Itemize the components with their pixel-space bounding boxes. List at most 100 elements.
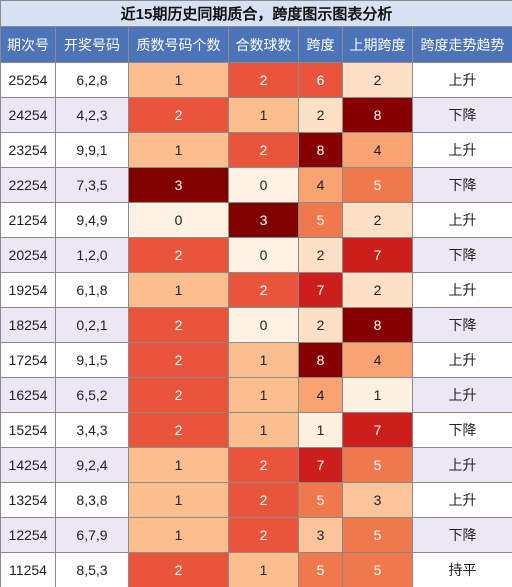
cell-value: 3 <box>316 527 325 543</box>
cell-text: 0,2,1 <box>55 307 129 343</box>
heat-cell: 3 <box>342 482 413 518</box>
cell-value: 2 <box>259 282 268 298</box>
heat-cell: 1 <box>342 377 413 413</box>
cell-text: 17254 <box>0 342 56 378</box>
cell-text: 6,1,8 <box>55 272 129 308</box>
heat-cell: 1 <box>128 447 229 483</box>
heat-cell: 3 <box>298 517 343 553</box>
table-row: 25254 6,2,8 1 2 6 2 上升 <box>0 62 512 98</box>
cell-text: 18254 <box>0 307 56 343</box>
cell-text: 上升 <box>411 377 512 413</box>
cell-value: 5 <box>373 527 382 543</box>
heat-cell: 3 <box>228 202 299 238</box>
cell-text: 9,9,1 <box>55 132 129 168</box>
heat-cell: 2 <box>228 482 299 518</box>
heat-cell: 7 <box>298 272 343 308</box>
table-row: 18254 0,2,1 2 0 2 8 下降 <box>0 307 512 343</box>
heat-cell: 2 <box>128 377 229 413</box>
cell-value: 1 <box>174 282 183 298</box>
heat-cell: 2 <box>298 307 343 343</box>
cell-value: 1 <box>174 142 183 158</box>
cell-text: 7,3,5 <box>55 167 129 203</box>
cell-value: 5 <box>316 562 325 578</box>
heat-cell: 2 <box>228 62 299 98</box>
cell-value: 1 <box>259 107 268 123</box>
cell-text: 下降 <box>411 412 512 448</box>
cell-text: 12254 <box>0 517 56 553</box>
cell-value: 1 <box>259 562 268 578</box>
cell-text: 9,4,9 <box>55 202 129 238</box>
cell-text: 4,2,3 <box>55 97 129 133</box>
cell-value: 5 <box>316 492 325 508</box>
heat-cell: 4 <box>298 167 343 203</box>
cell-value: 1 <box>174 72 183 88</box>
heat-cell: 2 <box>298 237 343 273</box>
cell-text: 22254 <box>0 167 56 203</box>
cell-text: 13254 <box>0 482 56 518</box>
cell-value: 8 <box>316 352 325 368</box>
cell-value: 5 <box>316 212 325 228</box>
heat-cell: 2 <box>228 272 299 308</box>
column-header: 跨度 <box>298 26 343 63</box>
heat-cell: 5 <box>342 552 413 587</box>
heat-cell: 3 <box>128 167 229 203</box>
cell-value: 2 <box>373 212 382 228</box>
heat-cell: 1 <box>228 412 299 448</box>
cell-text: 14254 <box>0 447 56 483</box>
heat-cell: 8 <box>342 307 413 343</box>
heat-cell: 2 <box>342 62 413 98</box>
cell-text: 9,2,4 <box>55 447 129 483</box>
cell-value: 2 <box>373 282 382 298</box>
cell-value: 2 <box>174 387 183 403</box>
cell-text: 下降 <box>411 97 512 133</box>
cell-value: 3 <box>259 212 268 228</box>
cell-text: 持平 <box>411 552 512 587</box>
table-row: 19254 6,1,8 1 2 7 2 上升 <box>0 272 512 308</box>
heat-cell: 2 <box>128 342 229 378</box>
cell-text: 3,4,3 <box>55 412 129 448</box>
column-header: 开奖号码 <box>55 26 129 63</box>
table-row: 23254 9,9,1 1 2 8 4 上升 <box>0 132 512 168</box>
cell-text: 16254 <box>0 377 56 413</box>
cell-value: 1 <box>174 527 183 543</box>
cell-text: 下降 <box>411 307 512 343</box>
cell-value: 3 <box>373 492 382 508</box>
cell-value: 2 <box>259 142 268 158</box>
cell-text: 21254 <box>0 202 56 238</box>
cell-value: 2 <box>174 352 183 368</box>
heat-cell: 5 <box>342 447 413 483</box>
heat-cell: 2 <box>128 307 229 343</box>
cell-value: 3 <box>174 177 183 193</box>
heat-cell: 0 <box>228 307 299 343</box>
heat-cell: 1 <box>128 482 229 518</box>
column-header: 上期跨度 <box>342 26 413 63</box>
heat-cell: 5 <box>342 167 413 203</box>
table-row: 20254 1,2,0 2 0 2 7 下降 <box>0 237 512 273</box>
cell-text: 6,5,2 <box>55 377 129 413</box>
table-row: 22254 7,3,5 3 0 4 5 下降 <box>0 167 512 203</box>
heat-cell: 1 <box>228 342 299 378</box>
cell-value: 1 <box>174 457 183 473</box>
heat-cell: 2 <box>228 517 299 553</box>
heat-cell: 2 <box>298 97 343 133</box>
cell-value: 1 <box>316 422 325 438</box>
column-header: 期次号 <box>0 26 56 63</box>
cell-text: 19254 <box>0 272 56 308</box>
heat-cell: 1 <box>128 272 229 308</box>
cell-value: 5 <box>373 562 382 578</box>
heat-cell: 1 <box>298 412 343 448</box>
table-row: 21254 9,4,9 0 3 5 2 上升 <box>0 202 512 238</box>
cell-value: 8 <box>373 107 382 123</box>
table-title: 近15期历史同期质合，跨度图示图表分析 <box>0 0 512 27</box>
heat-cell: 4 <box>298 377 343 413</box>
heat-cell: 2 <box>228 132 299 168</box>
cell-value: 1 <box>373 387 382 403</box>
heat-cell: 2 <box>228 447 299 483</box>
column-header: 合数球数 <box>228 26 299 63</box>
heat-cell: 1 <box>128 517 229 553</box>
cell-text: 20254 <box>0 237 56 273</box>
heat-cell: 2 <box>128 412 229 448</box>
cell-text: 下降 <box>411 167 512 203</box>
cell-value: 2 <box>174 422 183 438</box>
cell-value: 5 <box>373 177 382 193</box>
